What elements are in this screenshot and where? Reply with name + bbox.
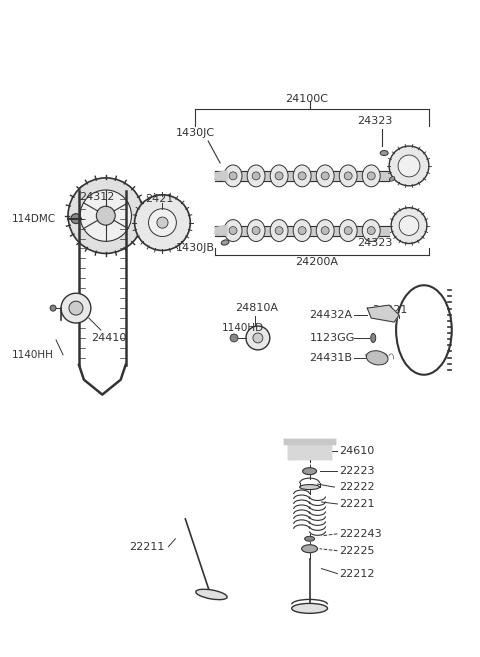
Text: 1430JC: 1430JC [175,128,215,138]
Ellipse shape [229,227,237,235]
Circle shape [71,214,81,223]
Ellipse shape [301,545,318,553]
Ellipse shape [275,227,283,235]
Text: 1140HD: 1140HD [222,323,264,333]
Circle shape [246,326,270,350]
Circle shape [96,206,115,225]
Ellipse shape [321,172,329,180]
Ellipse shape [293,219,311,242]
Text: 222243: 222243 [339,529,382,539]
Text: 24431B: 24431B [310,353,353,363]
Ellipse shape [366,351,388,365]
Ellipse shape [344,172,352,180]
Circle shape [68,178,144,254]
Polygon shape [367,305,399,322]
Polygon shape [288,444,332,459]
Text: 114DMC: 114DMC [12,214,56,223]
Text: 2421: 2421 [145,194,174,204]
Text: 22222: 22222 [339,482,375,492]
Ellipse shape [252,227,260,235]
Circle shape [399,215,419,235]
Ellipse shape [321,227,329,235]
Ellipse shape [371,334,376,342]
Ellipse shape [229,172,237,180]
Text: 24610: 24610 [339,446,375,456]
Text: 24323: 24323 [357,237,393,248]
Text: 22223: 22223 [339,466,375,476]
Ellipse shape [224,219,242,242]
Ellipse shape [293,165,311,187]
Text: 24200A: 24200A [295,258,338,267]
Text: 1123GG: 1123GG [310,333,355,343]
Ellipse shape [221,240,229,245]
Text: 1140HH: 1140HH [12,350,53,360]
Circle shape [80,190,132,241]
Ellipse shape [339,165,357,187]
Text: 22212: 22212 [339,568,375,579]
Ellipse shape [224,165,242,187]
Ellipse shape [292,603,327,614]
Text: 24810A: 24810A [235,303,278,313]
Ellipse shape [362,219,380,242]
Text: 1430JB: 1430JB [175,244,215,254]
Circle shape [230,334,238,342]
Circle shape [157,217,168,228]
Ellipse shape [302,468,316,474]
Ellipse shape [316,219,334,242]
Ellipse shape [270,219,288,242]
Circle shape [398,155,420,177]
Ellipse shape [305,536,314,541]
Circle shape [389,146,429,186]
Circle shape [253,333,263,343]
Text: 22211: 22211 [129,542,164,552]
Text: 24323: 24323 [357,116,393,126]
Ellipse shape [247,219,265,242]
Circle shape [50,305,56,311]
Ellipse shape [275,172,283,180]
Polygon shape [215,171,389,181]
Ellipse shape [270,165,288,187]
Circle shape [134,194,190,250]
Text: 24321: 24321 [372,305,408,315]
Ellipse shape [298,227,306,235]
Ellipse shape [316,165,334,187]
Text: 24432A: 24432A [310,310,353,320]
Circle shape [69,301,83,315]
Text: 24410: 24410 [91,333,126,343]
Ellipse shape [298,172,306,180]
Text: 22221: 22221 [339,499,375,509]
Text: 24100C: 24100C [285,95,328,104]
Circle shape [148,209,176,237]
Ellipse shape [362,165,380,187]
Text: 22225: 22225 [339,546,375,556]
Polygon shape [215,171,227,181]
Ellipse shape [247,165,265,187]
Ellipse shape [380,150,388,156]
Circle shape [391,208,427,244]
Ellipse shape [252,172,260,180]
Ellipse shape [339,219,357,242]
Ellipse shape [300,485,320,489]
Ellipse shape [367,227,375,235]
Ellipse shape [344,227,352,235]
Ellipse shape [196,589,227,600]
Polygon shape [215,225,227,236]
Ellipse shape [367,172,375,180]
Polygon shape [284,440,336,444]
Text: 24312: 24312 [79,192,114,202]
Polygon shape [215,225,389,236]
Circle shape [61,293,91,323]
Ellipse shape [389,177,395,181]
